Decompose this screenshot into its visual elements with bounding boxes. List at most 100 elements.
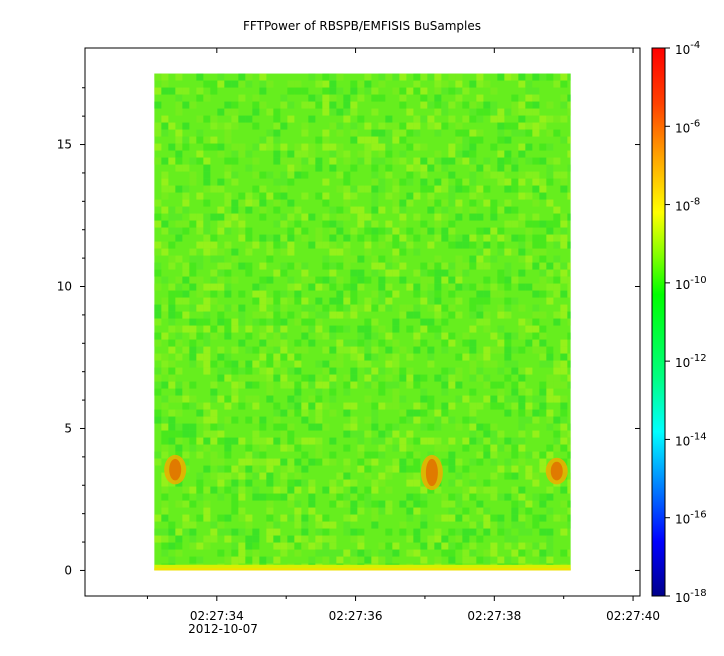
spectrogram-pixel — [161, 311, 169, 319]
spectrogram-pixel — [455, 395, 463, 403]
spectrogram-pixel — [371, 479, 379, 487]
spectrogram-pixel — [364, 276, 372, 284]
spectrogram-pixel — [343, 94, 351, 102]
spectrogram-pixel — [455, 542, 463, 550]
spectrogram-pixel — [350, 430, 358, 438]
spectrogram-pixel — [497, 234, 505, 242]
spectrogram-pixel — [560, 311, 568, 319]
spectrogram-pixel — [497, 493, 505, 501]
spectrogram-pixel — [273, 199, 281, 207]
spectrogram-pixel — [483, 164, 491, 172]
spectrogram-pixel — [287, 283, 295, 291]
spectrogram-pixel — [294, 500, 302, 508]
spectrogram-pixel — [350, 493, 358, 501]
spectrogram-pixel — [546, 416, 554, 424]
spectrogram-pixel — [427, 360, 435, 368]
y-tick-label: 10 — [57, 280, 72, 294]
spectrogram-pixel — [161, 157, 169, 165]
spectrogram-pixel — [175, 325, 183, 333]
spectrogram-pixel — [154, 374, 162, 382]
spectrogram-pixel — [322, 80, 330, 88]
spectrogram-pixel — [168, 339, 176, 347]
spectrogram-pixel — [224, 171, 232, 179]
spectrogram-pixel — [469, 192, 477, 200]
spectrogram-pixel — [315, 395, 323, 403]
spectrogram-pixel — [497, 465, 505, 473]
spectrogram-pixel — [217, 430, 225, 438]
spectrogram-pixel — [469, 339, 477, 347]
spectrogram-pixel — [406, 304, 414, 312]
spectrogram-pixel — [238, 311, 246, 319]
chart-title: FFTPower of RBSPB/EMFISIS BuSamples — [243, 19, 481, 33]
spectrogram-pixel — [245, 395, 253, 403]
spectrogram-pixel — [462, 437, 470, 445]
spectrogram-pixel — [497, 444, 505, 452]
spectrogram-pixel — [392, 318, 400, 326]
spectrogram-pixel — [420, 115, 428, 123]
spectrogram-pixel — [189, 178, 197, 186]
spectrogram-pixel — [427, 115, 435, 123]
spectrogram-pixel — [532, 430, 540, 438]
spectrogram-pixel — [553, 220, 561, 228]
spectrogram-pixel — [364, 143, 372, 151]
spectrogram-pixel — [546, 171, 554, 179]
spectrogram-pixel — [560, 220, 568, 228]
spectrogram-pixel — [462, 528, 470, 536]
spectrogram-pixel — [518, 101, 526, 109]
spectrogram-pixel — [336, 262, 344, 270]
spectrogram-pixel — [532, 304, 540, 312]
spectrogram-pixel — [378, 542, 386, 550]
spectrogram-pixel — [315, 94, 323, 102]
spectrogram-pixel — [196, 346, 204, 354]
spectrogram-pixel — [294, 381, 302, 389]
spectrogram-pixel — [518, 283, 526, 291]
spectrogram-pixel — [301, 402, 309, 410]
spectrogram-pixel — [371, 199, 379, 207]
spectrogram-pixel — [504, 409, 512, 417]
spectrogram-pixel — [455, 80, 463, 88]
spectrogram-pixel — [210, 248, 218, 256]
spectrogram-pixel — [371, 143, 379, 151]
spectrogram-pixel — [532, 171, 540, 179]
spectrogram-pixel — [385, 346, 393, 354]
spectrogram-pixel — [469, 171, 477, 179]
spectrogram-pixel — [161, 500, 169, 508]
spectrogram-pixel — [224, 318, 232, 326]
spectrogram-pixel — [364, 360, 372, 368]
spectrogram-pixel — [280, 122, 288, 130]
spectrogram-pixel — [392, 388, 400, 396]
spectrogram-pixel — [441, 178, 449, 186]
spectrogram-pixel — [301, 304, 309, 312]
spectrogram-pixel — [322, 87, 330, 95]
spectrogram-pixel — [413, 192, 421, 200]
spectrogram-pixel — [238, 549, 246, 557]
spectrogram-pixel — [168, 423, 176, 431]
spectrogram-pixel — [280, 269, 288, 277]
spectrogram-pixel — [336, 143, 344, 151]
spectrogram-pixel — [224, 192, 232, 200]
spectrogram-pixel — [161, 514, 169, 522]
spectrogram-pixel — [196, 290, 204, 298]
spectrogram-pixel — [252, 542, 260, 550]
spectrogram-pixel — [532, 346, 540, 354]
spectrogram-pixel — [546, 360, 554, 368]
spectrogram-pixel — [553, 157, 561, 165]
spectrogram-pixel — [462, 129, 470, 137]
spectrogram-pixel — [413, 416, 421, 424]
spectrogram-pixel — [343, 241, 351, 249]
spectrogram-pixel — [371, 353, 379, 361]
spectrogram-pixel — [371, 290, 379, 298]
spectrogram-pixel — [413, 465, 421, 473]
spectrogram-pixel — [378, 367, 386, 375]
spectrogram-pixel — [154, 332, 162, 340]
spectrogram-pixel — [441, 374, 449, 382]
spectrogram-pixel — [539, 549, 547, 557]
spectrogram-pixel — [371, 521, 379, 529]
spectrogram-pixel — [560, 227, 568, 235]
spectrogram-pixel — [385, 528, 393, 536]
spectrogram-pixel — [490, 493, 498, 501]
spectrogram-pixel — [336, 339, 344, 347]
spectrogram-pixel — [329, 381, 337, 389]
spectrogram-pixel — [441, 213, 449, 221]
spectrogram-pixel — [245, 346, 253, 354]
